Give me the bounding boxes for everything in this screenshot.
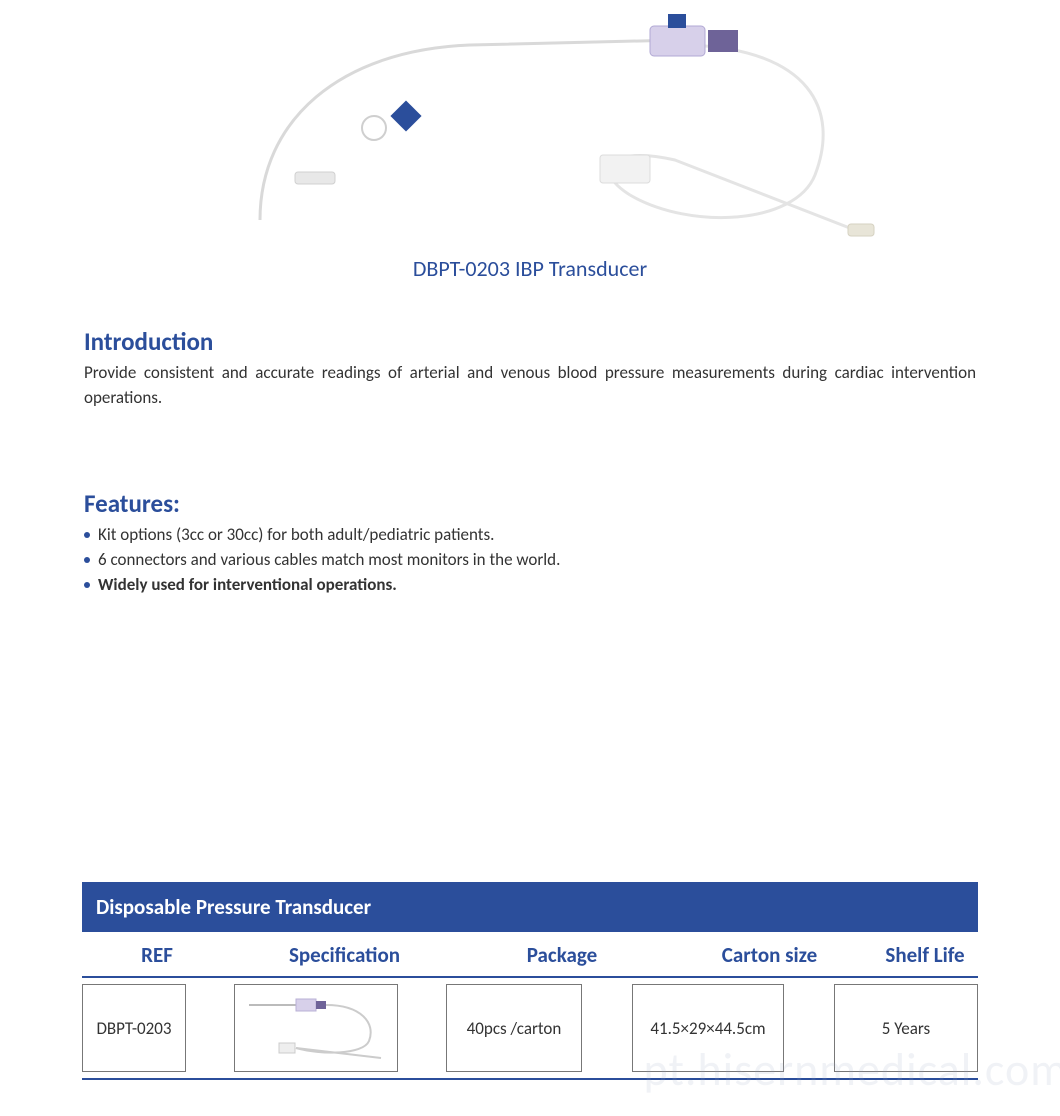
col-package: Package <box>457 942 667 968</box>
features-heading: Features: <box>84 488 976 519</box>
feature-item: Kit options (3cc or 30cc) for both adult… <box>84 523 976 548</box>
cell-specification <box>234 984 398 1072</box>
table-column-headers: REF Specification Package Carton size Sh… <box>82 932 978 976</box>
product-illustration <box>170 0 890 245</box>
col-ref: REF <box>82 942 232 968</box>
spec-thumbnail-icon <box>241 993 391 1063</box>
feature-item: Widely used for interventional operation… <box>84 573 976 598</box>
cell-ref: DBPT-0203 <box>82 984 186 1072</box>
table-title: Disposable Pressure Transducer <box>82 882 978 932</box>
introduction-text: Provide consistent and accurate readings… <box>84 361 976 410</box>
col-carton-size: Carton size <box>667 942 872 968</box>
features-list: Kit options (3cc or 30cc) for both adult… <box>84 523 976 597</box>
cell-package: 40pcs /carton <box>446 984 582 1072</box>
watermark: pt.hisernmedical.com <box>644 1042 1060 1098</box>
introduction-heading: Introduction <box>84 326 976 357</box>
col-shelf-life: Shelf Life <box>872 942 978 968</box>
feature-item: 6 connectors and various cables match mo… <box>84 548 976 573</box>
product-title: DBPT-0203 IBP Transducer <box>0 255 1060 282</box>
col-specification: Specification <box>232 942 457 968</box>
